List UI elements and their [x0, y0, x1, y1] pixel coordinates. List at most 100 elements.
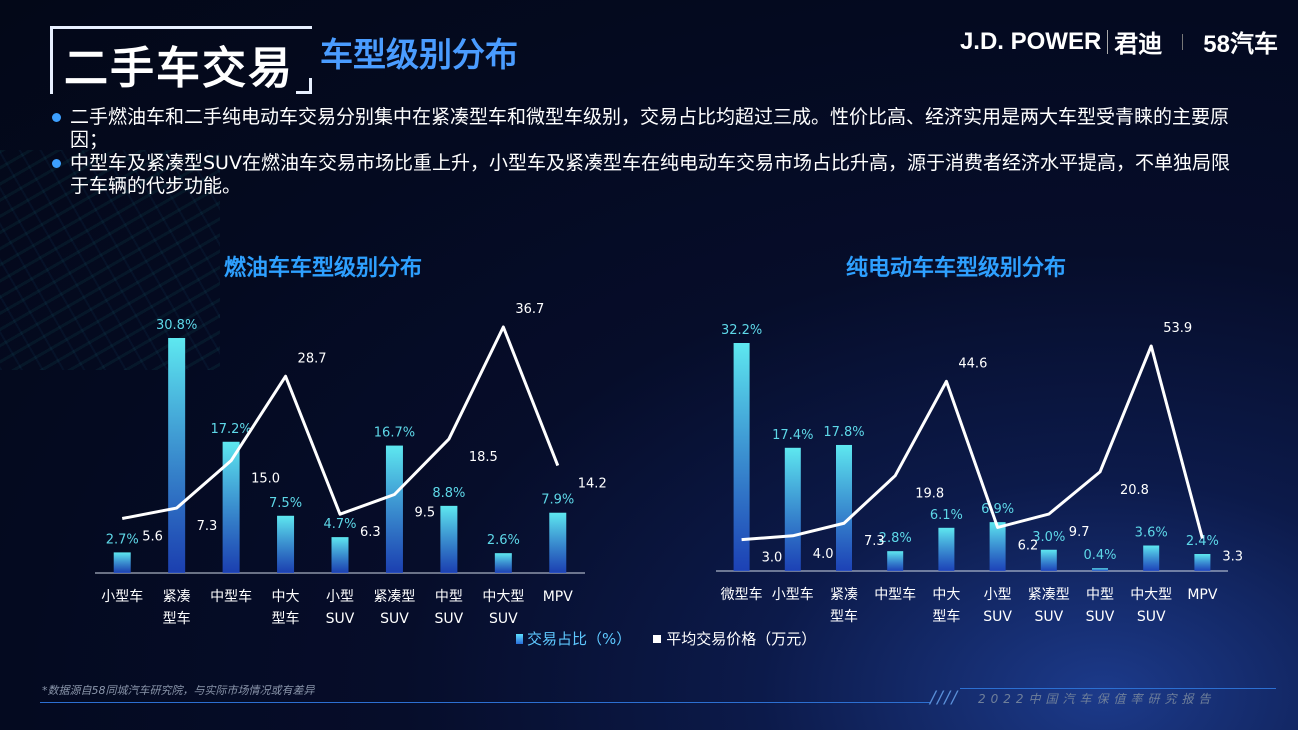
line-data-label: 20.8 [1120, 483, 1149, 498]
line-data-label: 19.8 [915, 487, 944, 502]
bar [938, 527, 955, 571]
bar-data-label: 17.4% [772, 428, 813, 443]
bar-data-label: 17.2% [210, 422, 251, 437]
x-tick-label: SUV [435, 611, 464, 627]
58-logo: 58汽车 [1203, 31, 1278, 58]
x-tick-label: SUV [1034, 609, 1063, 625]
bullet-dot-icon [52, 159, 61, 168]
x-tick-label: 中型 [1086, 587, 1114, 603]
legend-bar-swatch [516, 633, 523, 644]
title-frame [50, 26, 312, 94]
x-tick-label: SUV [380, 611, 409, 627]
jundi-logo: 君迪 [1114, 31, 1163, 58]
x-tick-label: 中大型 [1130, 587, 1172, 603]
line-data-label: 9.5 [414, 505, 435, 520]
x-tick-label: 小型车 [101, 588, 143, 605]
x-tick-label: MPV [1187, 587, 1218, 603]
chart-title-fuel: 燃油车车型级别分布 [224, 256, 423, 281]
bar-data-label: 30.8% [156, 318, 197, 333]
bar [494, 553, 512, 573]
line-data-label: 53.9 [1163, 321, 1192, 336]
line-data-label: 9.7 [1069, 525, 1090, 540]
line-data-label: 3.3 [1222, 549, 1243, 564]
x-tick-label: SUV [1086, 609, 1115, 625]
x-tick-label: 型车 [830, 608, 858, 625]
bar [733, 343, 750, 571]
line-data-label: 6.3 [360, 525, 381, 540]
bar [277, 515, 295, 573]
brand-divider [1182, 33, 1184, 50]
footer-divider [40, 702, 930, 703]
line-data-label: 14.2 [578, 477, 607, 492]
x-tick-label: 紧凑型 [373, 588, 415, 605]
x-tick-label: 中大 [932, 587, 960, 603]
line-data-label: 5.6 [142, 530, 163, 545]
brand-divider [1107, 29, 1109, 54]
x-tick-label: 型车 [272, 610, 300, 627]
bar-data-label: 3.0% [1032, 530, 1065, 545]
bar-data-label: 8.8% [432, 486, 465, 501]
bar-data-label: 16.7% [374, 426, 415, 441]
bar-data-label: 2.6% [487, 533, 520, 548]
x-tick-label: 小型 [984, 587, 1012, 603]
chart-title-ev: 纯电动车车型级别分布 [846, 256, 1067, 281]
bar [784, 447, 801, 571]
x-tick-label: 中大 [272, 589, 300, 605]
brand-logos: J.D. POWER 君迪 58汽车 [960, 24, 1278, 59]
legend-line-swatch [653, 634, 662, 643]
bar [168, 338, 186, 573]
footer-divider [960, 688, 1276, 689]
x-tick-label: 紧凑型 [1028, 586, 1070, 603]
line-data-label: 15.0 [251, 472, 280, 487]
bullet-dot-icon [52, 113, 61, 122]
series-line [121, 325, 560, 520]
bar [887, 551, 904, 571]
bar-data-label: 3.6% [1135, 526, 1168, 541]
bar-data-label: 2.8% [879, 531, 912, 546]
line-data-label: 18.5 [469, 450, 498, 465]
x-tick-label: 中型 [435, 589, 463, 605]
chart-legend: 交易占比（%） 平均交易价格（万元） [516, 628, 816, 649]
bar-data-label: 17.8% [823, 425, 864, 440]
background-decoration [0, 150, 220, 370]
legend-line-label: 平均交易价格（万元） [666, 630, 817, 648]
x-tick-label: SUV [1137, 609, 1166, 625]
x-tick-label: 小型 [326, 589, 354, 605]
x-tick-label: 中型车 [210, 588, 252, 605]
page-subtitle: 车型级别分布 [320, 35, 518, 74]
bar-data-label: 6.1% [930, 508, 963, 523]
series-line [741, 344, 1204, 542]
bar-data-label: 7.5% [269, 496, 302, 511]
bullet-text: 二手燃油车和二手纯电动车交易分别集中在紧凑型车和微型车级别，交易占比均超过三成。… [70, 106, 1230, 151]
x-tick-label: 型车 [163, 610, 191, 627]
footer-slashes: / / / / [930, 688, 957, 708]
bar [1194, 554, 1211, 571]
legend-bar-label: 交易占比（%） [527, 630, 632, 648]
bar [1143, 545, 1160, 571]
bar-data-label: 32.2% [721, 323, 762, 338]
x-tick-label: MPV [543, 589, 574, 605]
bullet-text: 中型车及紧凑型SUV在燃油车交易市场比重上升，小型车及紧凑型车在纯电动车交易市场… [70, 152, 1230, 197]
bar-data-label: 6.9% [981, 502, 1014, 517]
line-data-label: 7.3 [864, 534, 885, 549]
bar [222, 441, 240, 573]
bullet-item: 中型车及紧凑型SUV在燃油车交易市场比重上升，小型车及紧凑型车在纯电动车交易市场… [50, 152, 1230, 198]
line-data-label: 3.0 [762, 551, 783, 566]
line-data-label: 6.2 [1018, 538, 1039, 553]
bar [1092, 568, 1108, 571]
footer-report-title: 2022中国汽车保值率研究报告 [978, 692, 1216, 706]
title-frame-corner [296, 78, 312, 94]
bar [331, 537, 349, 573]
bar [989, 522, 1006, 571]
bar [836, 444, 852, 571]
footnote: *数据源自58同城汽车研究院，与实际市场情况或有差异 [42, 684, 315, 697]
x-tick-label: 微型车 [721, 586, 763, 603]
x-tick-label: 小型车 [772, 586, 814, 603]
bullet-item: 二手燃油车和二手纯电动车交易分别集中在紧凑型车和微型车级别，交易占比均超过三成。… [50, 106, 1230, 152]
bar [440, 505, 458, 573]
page-title: 二手车交易 [64, 43, 294, 94]
x-tick-label: SUV [326, 611, 355, 627]
line-data-label: 4.0 [813, 547, 834, 562]
bar [385, 445, 403, 573]
